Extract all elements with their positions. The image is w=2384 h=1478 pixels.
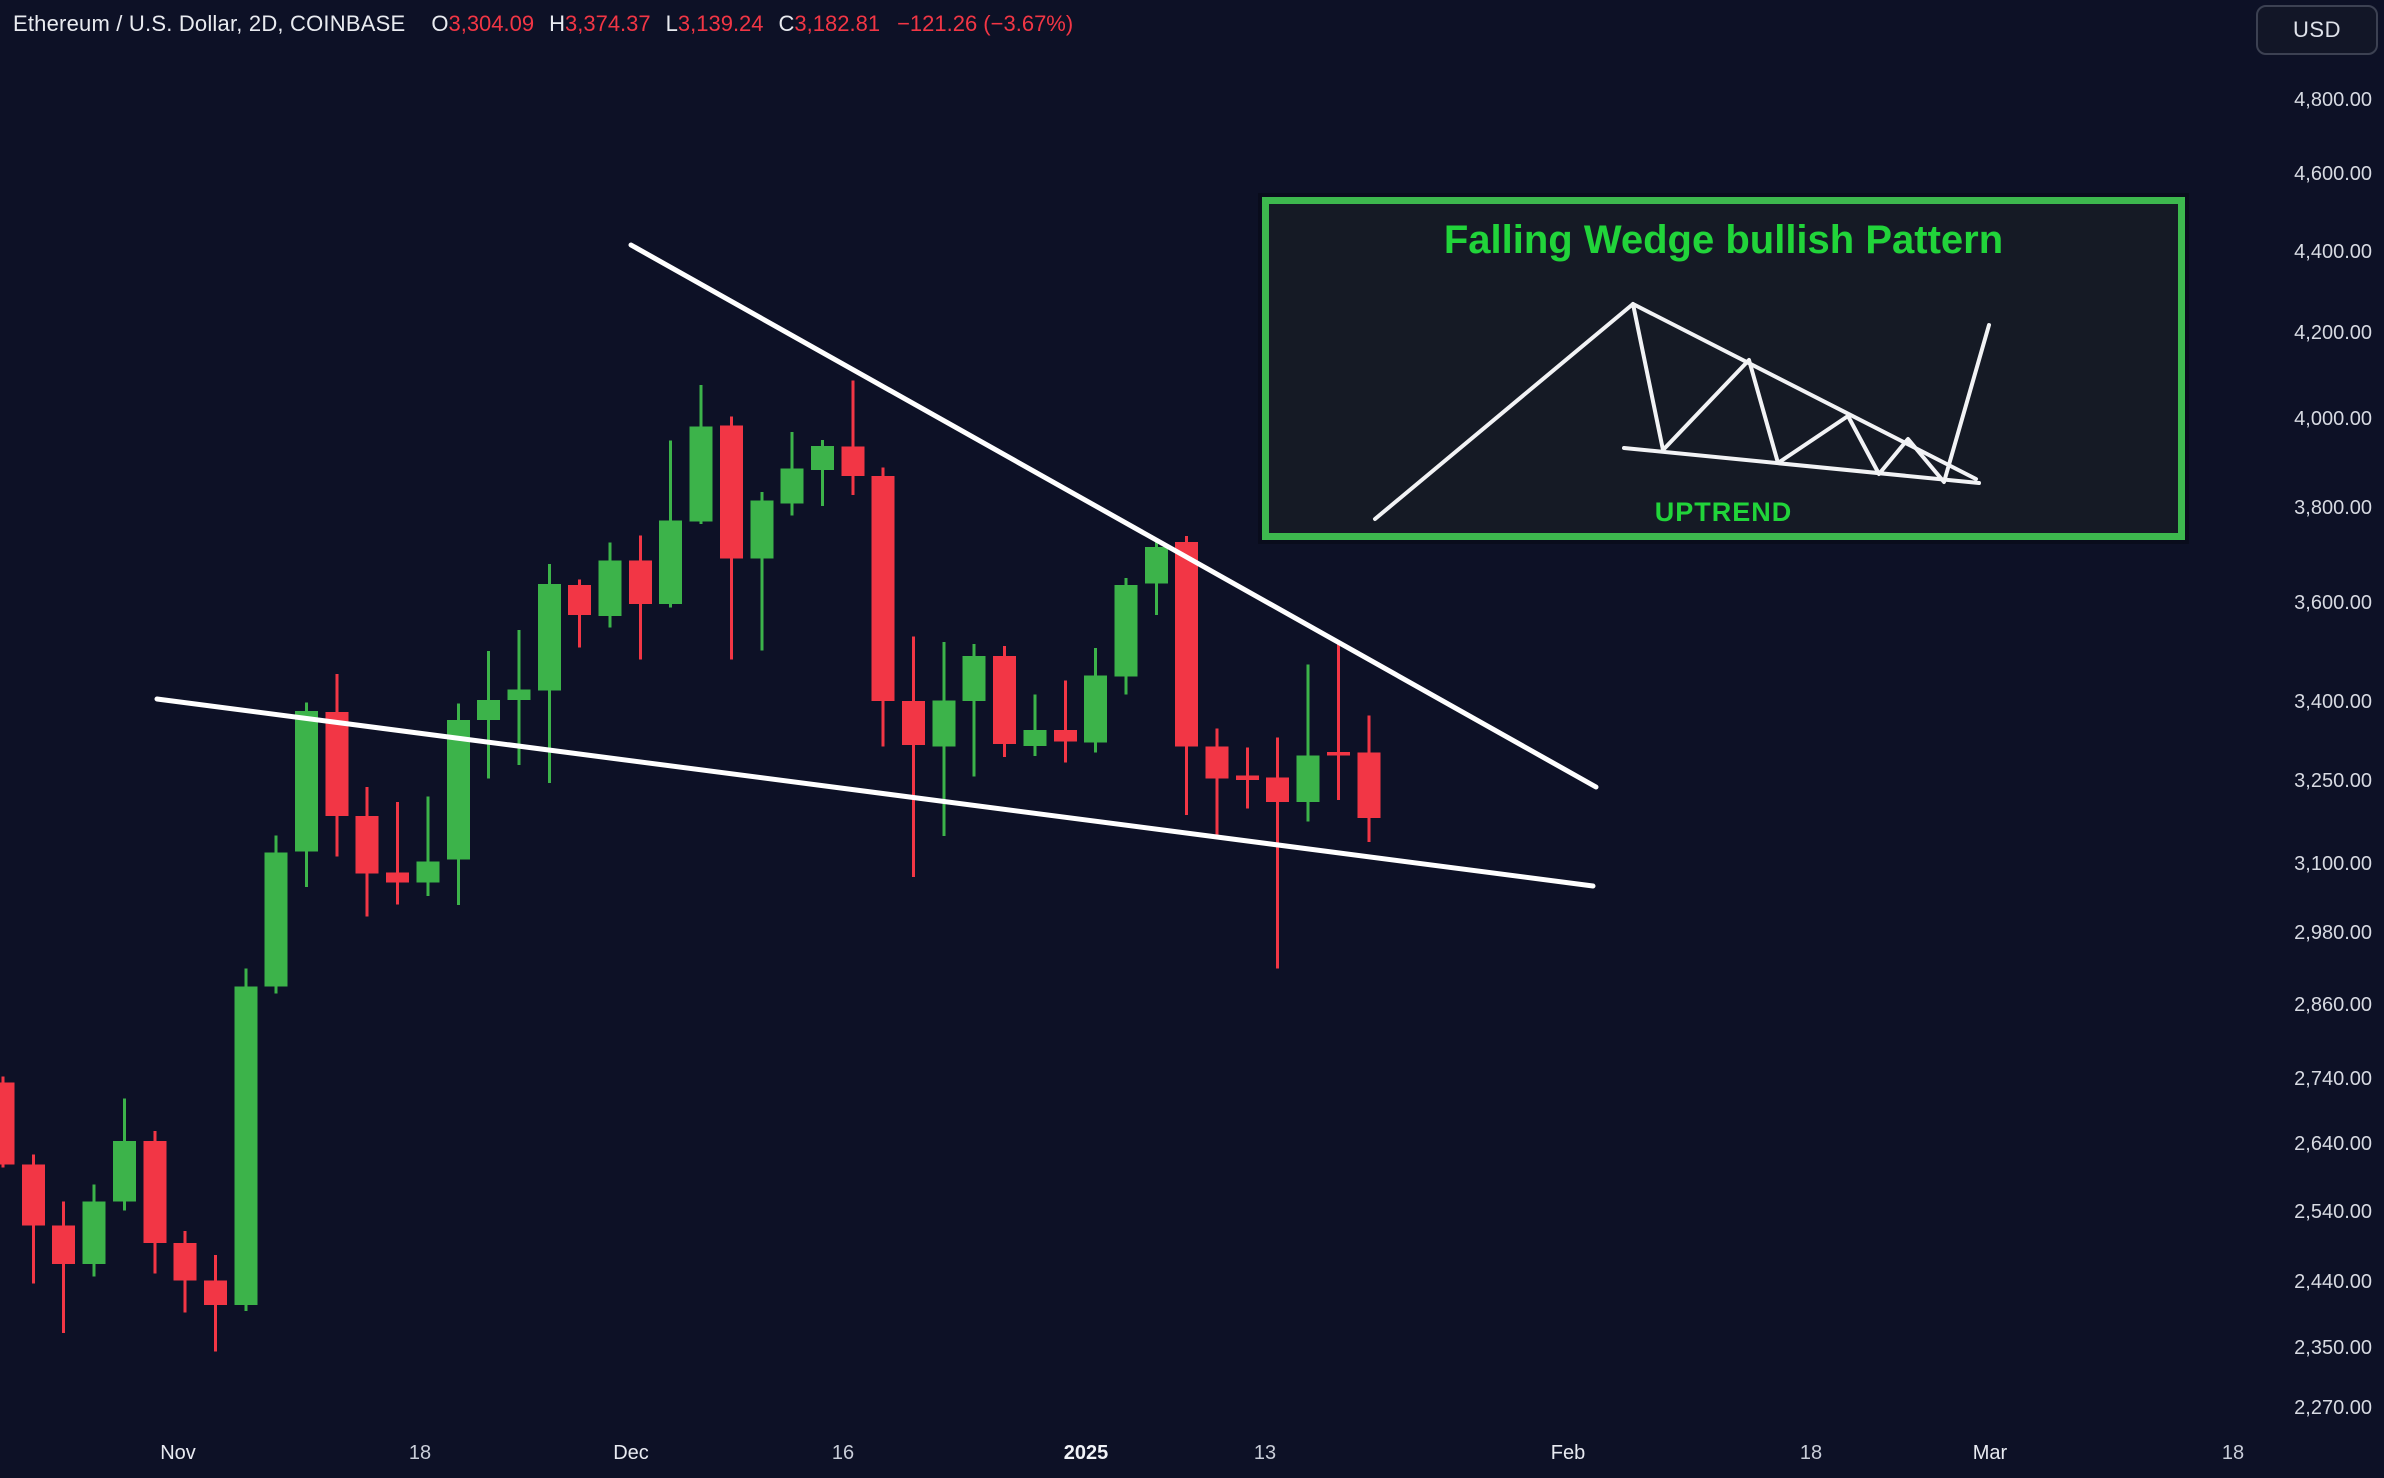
candle-body (507, 689, 531, 700)
candle-body (780, 468, 804, 504)
time-axis-label: Mar (1972, 1442, 2008, 1464)
price-axis-label: 3,600.00 (2294, 591, 2372, 614)
candle-body (1053, 729, 1077, 742)
candle-body (1326, 751, 1350, 756)
candle-body (112, 1141, 136, 1202)
price-axis-label: 4,800.00 (2294, 89, 2372, 111)
usd-button[interactable]: USD (2256, 5, 2378, 55)
price-axis-label: 2,270.00 (2294, 1397, 2372, 1420)
candle-body (355, 816, 379, 874)
candle-body (295, 711, 318, 852)
wedge-lower-line (1622, 446, 1981, 485)
candle-body (1175, 542, 1199, 747)
price-axis-label: 3,800.00 (2294, 497, 2372, 520)
pattern-title: Falling Wedge bullish Pattern (1443, 218, 2004, 262)
price-axis-label: 2,860.00 (2294, 993, 2372, 1016)
candle-body (173, 1243, 197, 1281)
time-axis-label: 18 (1799, 1442, 1823, 1464)
candle-body (0, 1082, 15, 1165)
candle-body (568, 585, 592, 616)
price-axis-label: 2,640.00 (2294, 1133, 2372, 1156)
price-axis-label: 2,540.00 (2294, 1200, 2372, 1223)
ohlc-field-c: C3,182.81 (778, 11, 881, 36)
candle-body (810, 445, 834, 470)
price-axis-label: 4,600.00 (2294, 163, 2372, 186)
candle-body (659, 520, 683, 605)
price-axis-label: 3,250.00 (2294, 770, 2372, 793)
candle-body (750, 500, 774, 559)
price-axis-label: 2,350.00 (2294, 1336, 2372, 1359)
wedge-zigzag (1373, 302, 1991, 521)
candle-body (1023, 729, 1047, 747)
price-axis-label: 3,100.00 (2294, 852, 2372, 875)
price-axis-label: 4,400.00 (2294, 241, 2372, 263)
candle-body (1084, 675, 1108, 743)
candle-body (628, 560, 652, 605)
time-axis-label: Dec (613, 1442, 649, 1464)
candle-body (325, 712, 349, 817)
time-axis-label: Nov (160, 1442, 196, 1464)
candle-body (962, 655, 986, 701)
candle-body (21, 1164, 45, 1226)
uptrend-label: UPTREND (1654, 497, 1793, 527)
symbol-title[interactable]: Ethereum / U.S. Dollar, 2D, COINBASE (13, 11, 406, 36)
time-axis-label: 2025 (1063, 1442, 1109, 1464)
upper-wedge-line (628, 242, 1599, 790)
candle-body (719, 425, 743, 559)
time-axis-label: 18 (408, 1442, 432, 1464)
price-axis-label: 4,200.00 (2294, 322, 2372, 345)
candle-body (82, 1201, 106, 1265)
ohlc-field-o: O3,304.09 (431, 11, 535, 36)
lower-wedge-line (154, 696, 1596, 889)
candle-body (1144, 547, 1168, 584)
candle-body (841, 446, 865, 476)
candle-body (1357, 752, 1381, 818)
candle-body (598, 560, 622, 617)
falling-wedge-diagram (1373, 302, 1991, 521)
candle-body (1114, 585, 1138, 677)
candle-body (264, 852, 288, 987)
price-axis-label: 2,740.00 (2294, 1068, 2372, 1091)
usd-button-label: USD (2293, 17, 2341, 42)
candle-body (689, 426, 713, 522)
price-axis-label: 2,440.00 (2294, 1271, 2372, 1294)
candle-body (902, 700, 925, 746)
candle-body (416, 861, 440, 883)
candle-body (143, 1141, 167, 1244)
candle-body (1296, 755, 1320, 802)
price-change: −121.26 (−3.67%) (897, 11, 1074, 36)
price-axis-label: 2,980.00 (2294, 921, 2372, 944)
candle-body (993, 655, 1017, 745)
time-axis-label: 18 (2221, 1442, 2245, 1464)
chart-legend: Ethereum / U.S. Dollar, 2D, COINBASE O3,… (13, 10, 1073, 38)
ohlc-field-h: H3,374.37 (549, 11, 651, 36)
candle-body (477, 699, 501, 720)
time-axis-label: 13 (1253, 1442, 1277, 1464)
candle-body (446, 719, 470, 860)
time-axis-label: Feb (1550, 1442, 1586, 1464)
price-axis-label: 4,000.00 (2294, 407, 2372, 430)
candle-body (1205, 746, 1229, 779)
ohlc-field-l: L3,139.24 (665, 11, 764, 36)
candle-body (932, 700, 956, 747)
ohlc-values: O3,304.09 H3,374.37 L3,139.24 C3,182.81 (431, 11, 895, 37)
wedge-upper-line (1631, 302, 1978, 481)
candle-body (386, 872, 410, 883)
candle-body (203, 1280, 227, 1306)
candle-body (1235, 775, 1259, 781)
price-axis-label: 3,400.00 (2294, 691, 2372, 714)
candle-body (537, 584, 561, 691)
pattern-annotation-box[interactable]: Falling Wedge bullish Pattern UPTREND (1262, 197, 2185, 540)
candle-body (871, 475, 895, 701)
candle-body (1266, 777, 1290, 802)
time-axis-label: 16 (831, 1442, 855, 1464)
candle-body (234, 986, 258, 1306)
candle-body (52, 1225, 76, 1265)
